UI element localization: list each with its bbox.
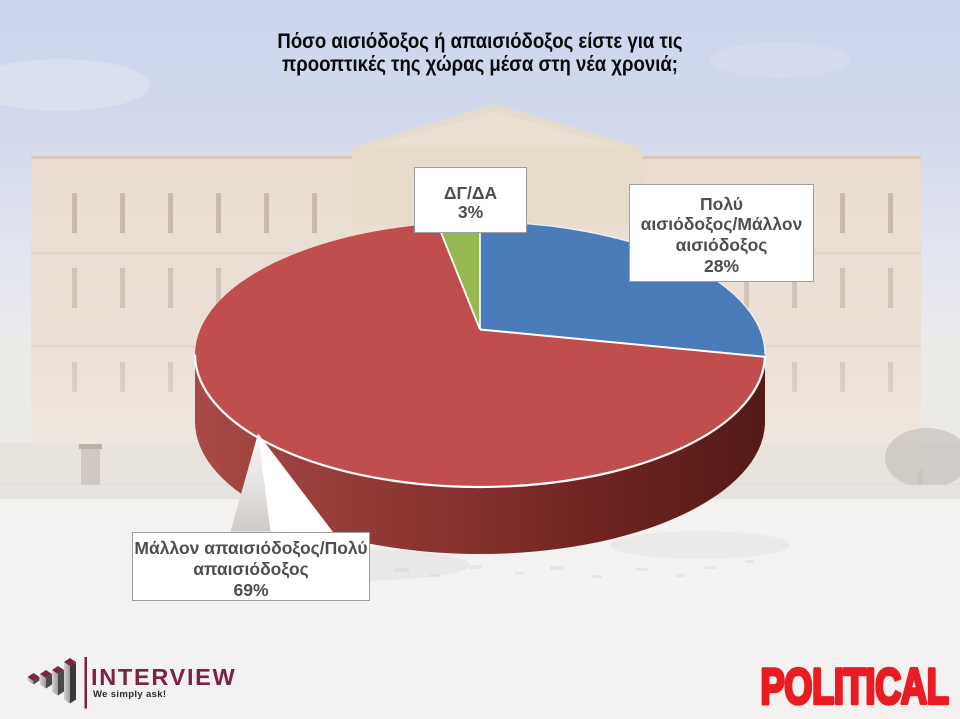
svg-text:POLITICAL: POLITICAL [761,659,949,715]
